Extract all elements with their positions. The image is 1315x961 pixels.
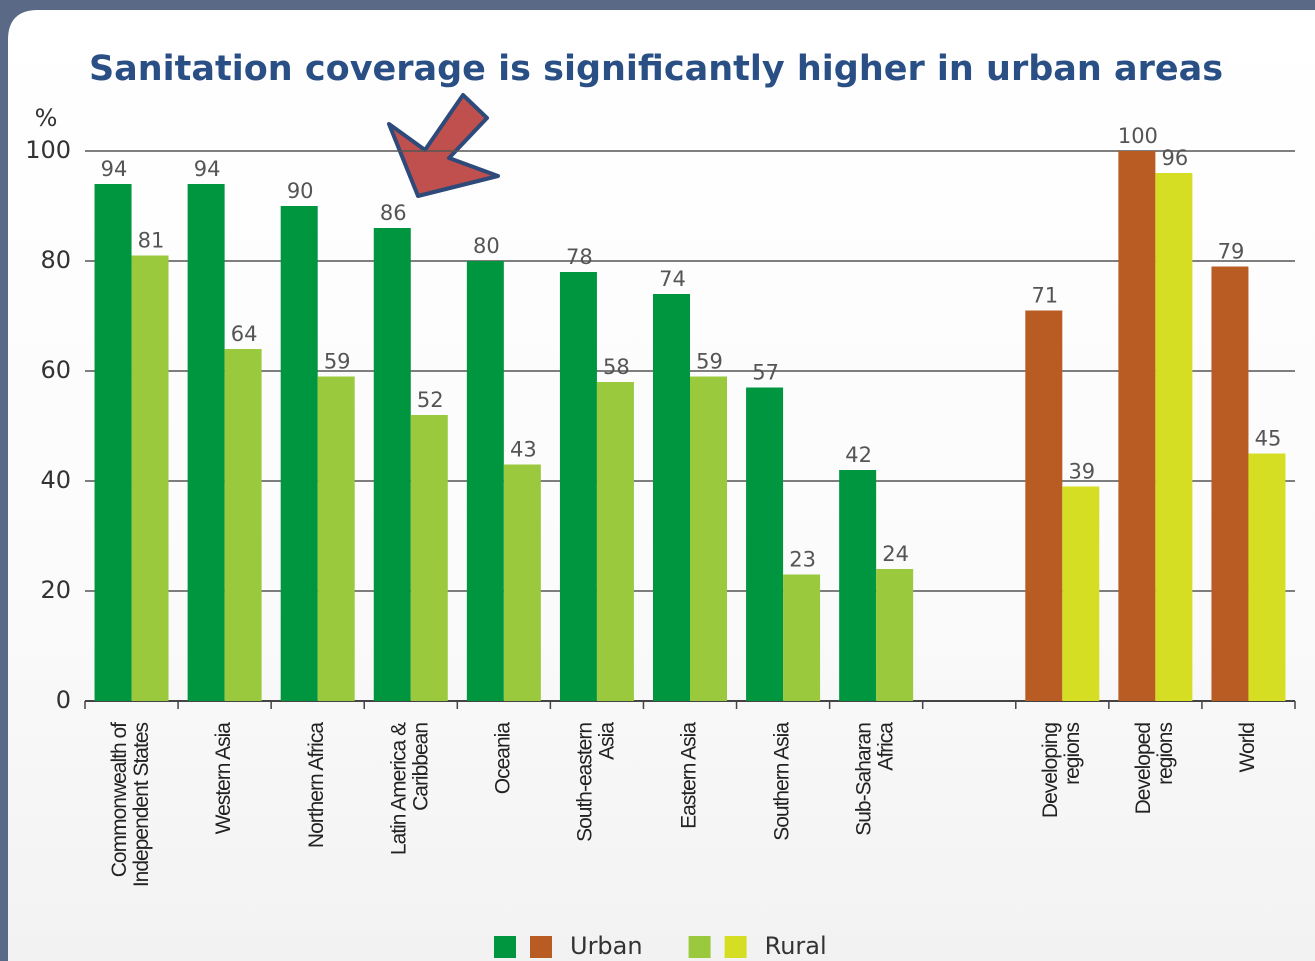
x-tick-label: Developed regions — [1132, 723, 1177, 815]
x-tick-label-line: South-eastern — [573, 723, 596, 842]
x-tick-label: Developing regions — [1039, 723, 1084, 819]
x-tick-label: Sub-Saharan Africa — [853, 722, 898, 836]
bar — [839, 470, 877, 701]
x-tick-label-line: Western Asia — [212, 722, 235, 835]
value-label: 59 — [324, 350, 351, 374]
x-tick-label-line: World — [1236, 723, 1259, 773]
x-tick-label-line: Caribbean — [409, 723, 432, 811]
y-tick-label: 20 — [40, 576, 71, 604]
value-label: 23 — [789, 548, 816, 572]
value-label: 74 — [659, 267, 686, 291]
value-label: 42 — [845, 443, 872, 467]
value-label: 94 — [101, 157, 128, 181]
value-label: 79 — [1218, 240, 1245, 264]
y-tick-label: 40 — [40, 466, 71, 494]
x-tick-label: Latin America & Caribbean — [387, 722, 432, 855]
bar — [187, 184, 225, 701]
y-tick-label: 80 — [40, 246, 71, 274]
bar — [653, 294, 690, 701]
bar — [94, 184, 132, 701]
arrow-annotation — [387, 93, 500, 198]
x-tick-label-line: regions — [1061, 723, 1084, 785]
bar — [1025, 310, 1063, 701]
bar — [746, 387, 784, 701]
bar — [1062, 486, 1100, 701]
value-label: 90 — [287, 179, 314, 203]
x-tick-label: Oceania — [491, 722, 514, 795]
x-tick-label-line: Oceania — [491, 722, 514, 795]
bar — [876, 569, 914, 701]
x-tick-label-line: Latin America & — [387, 722, 410, 855]
value-label: 78 — [566, 245, 593, 269]
value-label: 80 — [473, 234, 500, 258]
value-label: 43 — [510, 438, 537, 462]
x-tick-label-line: Eastern Asia — [678, 722, 701, 829]
bar — [410, 415, 448, 701]
legend-label: Urban — [570, 932, 643, 960]
x-tick-label-line: Southern Asia — [771, 722, 794, 841]
x-tick-label-line: Independent States — [130, 723, 153, 888]
bar — [466, 261, 504, 701]
bar — [783, 574, 821, 701]
value-label: 24 — [882, 542, 909, 566]
bar — [690, 376, 727, 701]
legend-swatch — [530, 936, 552, 958]
legend-swatch — [688, 936, 711, 958]
bar — [317, 376, 355, 701]
value-label: 86 — [380, 201, 407, 225]
legend-label: Rural — [765, 932, 827, 960]
value-label: 71 — [1031, 284, 1058, 308]
y-axis-label: % — [35, 104, 58, 132]
x-tick-label-line: Developed — [1132, 723, 1155, 815]
x-tick-label-line: regions — [1154, 723, 1177, 785]
value-label: 94 — [194, 157, 221, 181]
x-tick-label: Northern Africa — [305, 722, 328, 848]
value-label: 64 — [231, 322, 258, 346]
bar — [559, 272, 597, 701]
x-tick-label-line: Northern Africa — [305, 722, 328, 848]
bar — [1155, 173, 1193, 701]
y-tick-label: 60 — [40, 356, 71, 384]
x-tick-label-line: Commonwealth of — [108, 722, 131, 877]
bar — [224, 349, 262, 701]
x-tick-label: Western Asia — [212, 722, 235, 835]
legend-swatch — [724, 936, 747, 958]
value-label: 58 — [603, 355, 630, 379]
value-label: 59 — [696, 350, 723, 374]
value-label: 52 — [417, 388, 444, 412]
x-tick-label-line: Sub-Saharan — [853, 723, 876, 836]
value-label: 39 — [1068, 460, 1095, 484]
bar — [373, 228, 411, 701]
x-tick-label-line: Asia — [595, 722, 618, 760]
value-label: 57 — [752, 361, 779, 385]
bar — [1248, 453, 1286, 701]
value-label: 100 — [1118, 124, 1158, 148]
value-label: 45 — [1255, 427, 1282, 451]
value-label: 81 — [138, 229, 165, 253]
bar — [1118, 151, 1156, 701]
bar — [1211, 266, 1249, 701]
legend-swatch — [494, 936, 516, 958]
bar — [131, 255, 169, 701]
x-tick-label: Eastern Asia — [678, 722, 701, 829]
x-tick-label-line: Africa — [875, 722, 898, 771]
chart-title: Sanitation coverage is significantly hig… — [89, 49, 1223, 89]
bar — [596, 382, 634, 701]
y-tick-label: 0 — [56, 686, 71, 714]
x-tick-label: World — [1236, 723, 1259, 773]
x-tick-label: Southern Asia — [771, 722, 794, 841]
bar — [503, 464, 541, 701]
bar — [280, 206, 318, 701]
x-tick-label: Commonwealth of Independent States — [108, 722, 153, 887]
x-tick-label-line: Developing — [1039, 723, 1062, 818]
y-tick-label: 100 — [25, 136, 71, 164]
x-tick-label: South-eastern Asia — [573, 722, 618, 842]
value-label: 96 — [1162, 146, 1189, 170]
